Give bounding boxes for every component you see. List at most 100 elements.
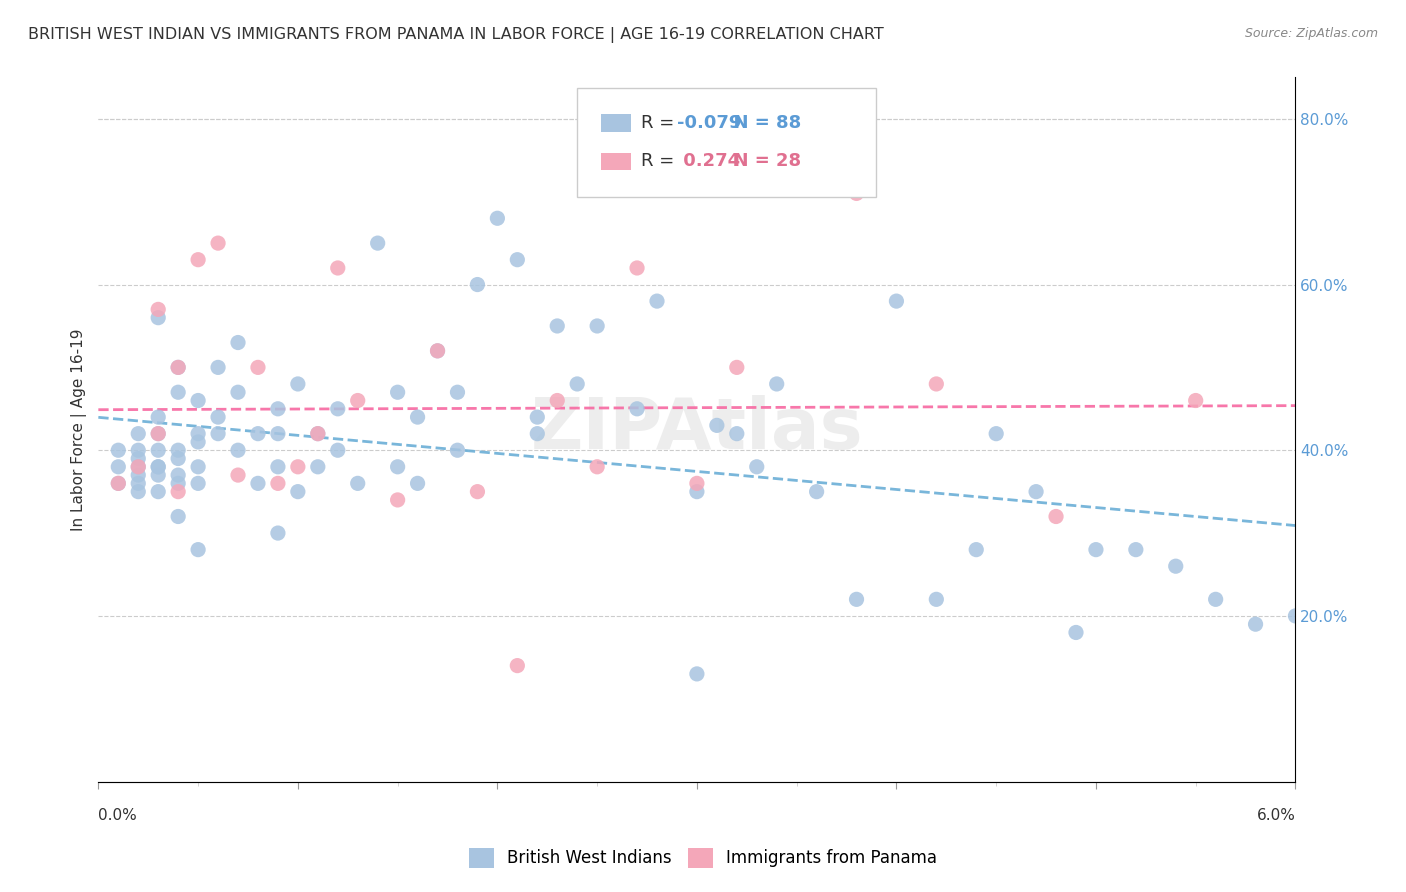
Point — [167, 476, 190, 491]
Point — [207, 236, 229, 251]
Point — [207, 410, 229, 425]
Point — [1045, 509, 1067, 524]
Point — [326, 443, 349, 458]
Point — [287, 376, 309, 391]
Point — [586, 459, 609, 474]
Text: N = 28: N = 28 — [721, 153, 801, 170]
Point — [267, 426, 290, 441]
Point — [546, 318, 568, 333]
Point — [307, 426, 329, 441]
Point — [107, 459, 129, 474]
Point — [127, 468, 149, 483]
Point — [1184, 393, 1206, 408]
Text: 0.274: 0.274 — [676, 153, 740, 170]
Point — [246, 360, 269, 375]
Point — [626, 260, 648, 275]
Point — [187, 542, 209, 557]
Point — [426, 343, 449, 358]
Point — [546, 393, 568, 408]
FancyBboxPatch shape — [578, 88, 876, 197]
Point — [127, 459, 149, 474]
Point — [187, 476, 209, 491]
Point — [446, 385, 468, 400]
Point — [307, 426, 329, 441]
Point — [406, 476, 429, 491]
Point — [207, 426, 229, 441]
Point — [806, 484, 828, 499]
Point — [148, 410, 170, 425]
Point — [187, 426, 209, 441]
Point — [387, 459, 409, 474]
Point — [346, 393, 368, 408]
Point — [167, 451, 190, 466]
Text: R =: R = — [641, 113, 679, 131]
Point — [886, 294, 908, 309]
Point — [127, 476, 149, 491]
Point — [148, 459, 170, 474]
Point — [226, 335, 249, 350]
Point — [187, 252, 209, 267]
Point — [725, 426, 748, 441]
Point — [645, 294, 668, 309]
Point — [287, 459, 309, 474]
Text: 0.0%: 0.0% — [98, 808, 138, 823]
Point — [686, 484, 709, 499]
Point — [986, 426, 1008, 441]
Point — [1125, 542, 1147, 557]
Point — [167, 509, 190, 524]
Point — [346, 476, 368, 491]
Point — [246, 476, 269, 491]
Point — [725, 360, 748, 375]
Point — [367, 236, 389, 251]
Point — [1064, 625, 1087, 640]
Point — [267, 401, 290, 416]
Point — [1164, 559, 1187, 574]
Point — [387, 385, 409, 400]
Point — [187, 434, 209, 449]
Point — [925, 592, 948, 607]
Point — [287, 484, 309, 499]
Point — [167, 468, 190, 483]
Point — [446, 443, 468, 458]
Point — [267, 526, 290, 541]
Point — [226, 385, 249, 400]
Point — [925, 376, 948, 391]
Text: 6.0%: 6.0% — [1257, 808, 1295, 823]
Point — [526, 410, 548, 425]
Point — [965, 542, 987, 557]
Text: N = 88: N = 88 — [721, 113, 801, 131]
Point — [127, 426, 149, 441]
Point — [167, 443, 190, 458]
Point — [148, 426, 170, 441]
Point — [387, 492, 409, 507]
Point — [506, 658, 529, 673]
Point — [267, 459, 290, 474]
Point — [745, 459, 768, 474]
Point — [148, 459, 170, 474]
Legend: British West Indians, Immigrants from Panama: British West Indians, Immigrants from Pa… — [461, 841, 945, 875]
Point — [526, 426, 548, 441]
Point — [467, 484, 489, 499]
Point — [845, 186, 868, 201]
Point — [148, 302, 170, 317]
Point — [845, 592, 868, 607]
Point — [127, 484, 149, 499]
Text: Source: ZipAtlas.com: Source: ZipAtlas.com — [1244, 27, 1378, 40]
Point — [127, 443, 149, 458]
Point — [148, 484, 170, 499]
Point — [326, 401, 349, 416]
Point — [148, 468, 170, 483]
FancyBboxPatch shape — [602, 114, 631, 132]
Point — [686, 666, 709, 681]
Point — [167, 360, 190, 375]
Point — [246, 426, 269, 441]
Point — [426, 343, 449, 358]
Point — [326, 260, 349, 275]
Point — [148, 310, 170, 325]
Point — [1284, 608, 1306, 623]
Text: R =: R = — [641, 153, 679, 170]
Point — [167, 385, 190, 400]
Point — [1205, 592, 1227, 607]
Point — [127, 451, 149, 466]
Y-axis label: In Labor Force | Age 16-19: In Labor Force | Age 16-19 — [72, 328, 87, 531]
